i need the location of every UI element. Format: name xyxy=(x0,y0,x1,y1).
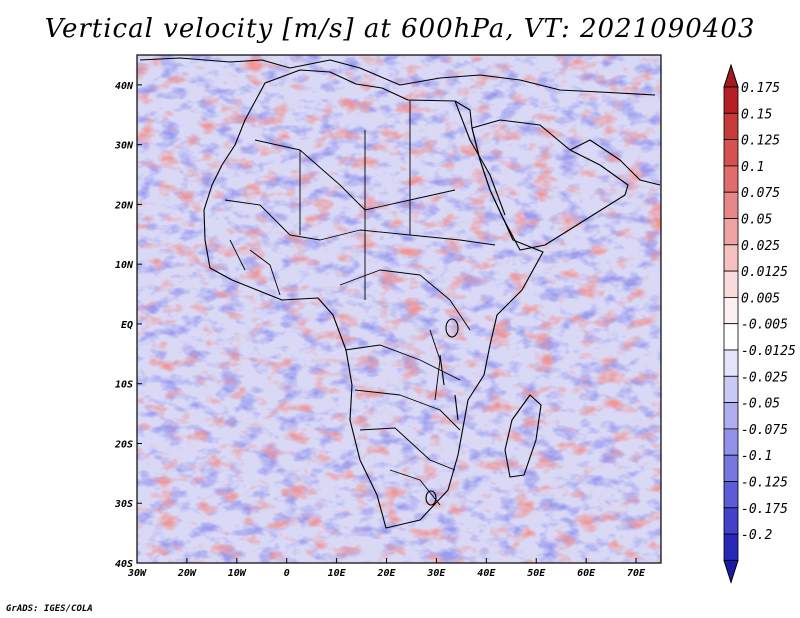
colorbar-swatch xyxy=(723,244,739,272)
colorbar-swatch xyxy=(723,191,739,219)
lat-tick-label: 40S xyxy=(115,559,133,570)
lake-malawi xyxy=(454,394,459,421)
colorbar-level-label: -0.005 xyxy=(741,318,788,333)
lon-tick-label: 0 xyxy=(284,568,290,579)
lon-tick-label: 30E xyxy=(426,568,446,579)
colorbar-level-label: 0.075 xyxy=(741,186,780,201)
colorbar-swatch xyxy=(723,428,739,456)
colorbar-level-label: -0.025 xyxy=(741,370,788,385)
colorbar-swatch xyxy=(723,218,739,246)
colorbar-level-label: 0.0125 xyxy=(741,265,788,280)
colorbar-swatch xyxy=(723,454,739,482)
lat-tick-label: 40N xyxy=(115,81,134,92)
colorbar-level-label: -0.0125 xyxy=(741,344,796,359)
colorbar-top-arrow xyxy=(723,63,739,88)
lon-tick-label: 20W xyxy=(177,568,197,579)
lon-tick-label: 50E xyxy=(527,568,546,579)
persian-gulf-coastline xyxy=(569,139,661,186)
lon-tick-label: 30W xyxy=(127,568,147,579)
colorbar-swatch xyxy=(723,139,739,167)
lat-tick-label: 30N xyxy=(114,141,134,152)
lake-tanganyika xyxy=(439,354,445,386)
colorbar-swatch xyxy=(723,507,739,535)
europe-coastline xyxy=(139,57,656,96)
colorbar-swatch xyxy=(723,349,739,377)
colorbar-swatch xyxy=(723,481,739,509)
colorbar-level-label: 0.125 xyxy=(741,134,780,149)
colorbar-level-label: -0.125 xyxy=(741,476,788,491)
credit-label: GrADS: IGES/COLA xyxy=(6,604,93,614)
lon-tick-label: 10E xyxy=(328,568,347,579)
lat-tick-label: 20N xyxy=(114,200,134,211)
lat-tick-label: EQ xyxy=(121,320,133,331)
colorbar-swatch xyxy=(723,296,739,325)
colorbar-level-label: 0.15 xyxy=(741,107,772,122)
arabia-coastline xyxy=(471,119,629,251)
red-sea-coastline xyxy=(454,100,506,216)
lat-tick-label: 30S xyxy=(114,499,133,510)
colorbar-level-label: 0.175 xyxy=(741,81,780,96)
plot-frame xyxy=(136,54,662,564)
africa-coastline xyxy=(203,69,544,529)
colorbar-swatch xyxy=(723,533,739,561)
colorbar-swatch xyxy=(723,323,739,351)
colorbar-level-label: 0.025 xyxy=(741,239,780,254)
colorbar-level-label: 0.1 xyxy=(741,160,764,175)
lesotho-border xyxy=(425,490,437,506)
colorbar-level-label: -0.175 xyxy=(741,502,788,517)
colorbar-level-label: -0.05 xyxy=(741,397,780,412)
lat-tick-label: 10S xyxy=(115,380,133,391)
madagascar-coastline xyxy=(504,394,542,478)
colorbar-swatch xyxy=(723,112,739,141)
country-borders xyxy=(224,100,496,506)
page-title: Vertical velocity [m/s] at 600hPa, VT: 2… xyxy=(44,14,756,44)
colorbar-level-label: -0.1 xyxy=(741,449,772,464)
colorbar-level-label: 0.005 xyxy=(741,291,780,306)
colorbar: 0.175 0.15 0.125 0.1 0.075 0.05 0.025 0.0125 0.0… xyxy=(723,63,796,585)
colorbar-swatch xyxy=(723,270,739,298)
lat-tick-label: 20S xyxy=(114,439,133,450)
colorbar-swatch xyxy=(723,402,739,430)
lon-tick-label: 70E xyxy=(627,568,646,579)
colorbar-bottom-arrow xyxy=(723,559,739,585)
axis-ticks: 30W 20W 10W 0 10E 20E 30E 40E 50E 60E 70E 40N 30N 20N… xyxy=(114,81,646,579)
colorbar-level-label: -0.075 xyxy=(741,423,788,438)
lon-tick-label: 10W xyxy=(228,568,247,579)
lon-tick-label: 20E xyxy=(376,568,396,579)
colorbar-swatch xyxy=(723,165,739,193)
lon-tick-label: 60E xyxy=(577,568,596,579)
colorbar-level-label: 0.05 xyxy=(741,213,772,228)
colorbar-swatch xyxy=(723,86,739,114)
colorbar-level-label: -0.2 xyxy=(741,528,772,543)
velocity-field xyxy=(137,55,661,563)
lon-tick-label: 40E xyxy=(477,568,496,579)
lat-tick-label: 10N xyxy=(115,260,134,271)
coastlines-and-borders xyxy=(139,57,661,529)
lake-victoria xyxy=(445,318,459,338)
colorbar-swatch xyxy=(723,375,739,403)
